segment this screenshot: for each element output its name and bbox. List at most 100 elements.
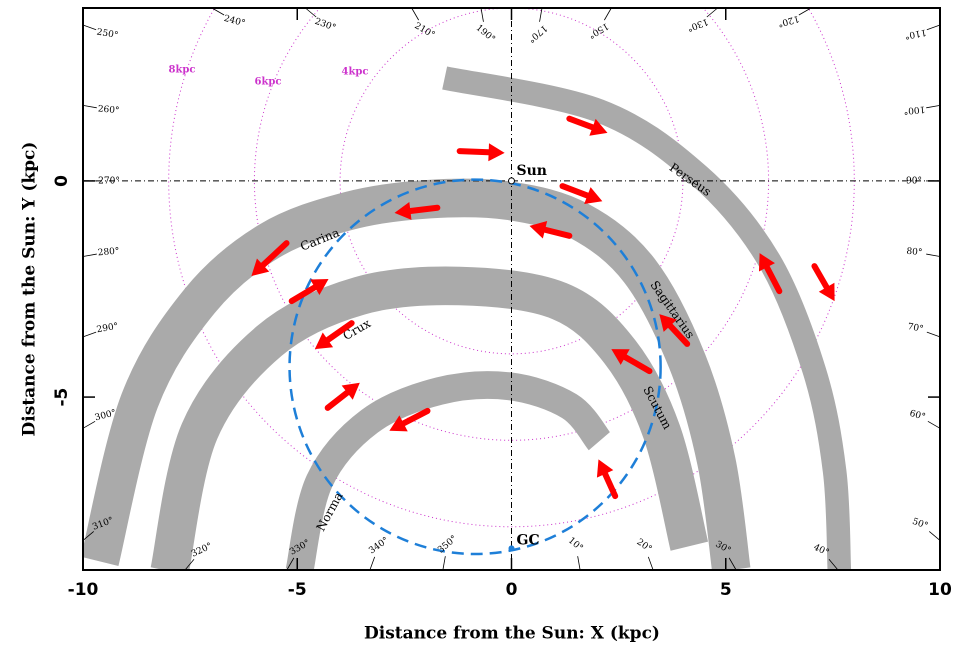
arrow-head — [758, 253, 775, 272]
spiral-arm — [285, 371, 611, 570]
arrow-head — [589, 118, 608, 136]
arrow-head — [584, 187, 603, 204]
y-tick-label: -5 — [52, 388, 72, 407]
longitude-label: 240° — [223, 14, 247, 29]
sun-marker — [508, 177, 515, 185]
longitude-tick — [184, 559, 195, 571]
velocity-arrow — [529, 221, 573, 239]
longitude-tick — [577, 556, 581, 571]
longitude-tick — [442, 556, 446, 571]
velocity-arrow — [324, 382, 360, 411]
velocity-arrow — [251, 240, 290, 277]
longitude-label: 80° — [906, 247, 923, 258]
longitude-tick — [798, 7, 812, 16]
velocity-arrow — [566, 115, 608, 136]
arrow-head — [529, 221, 548, 239]
longitude-label: 100° — [903, 103, 925, 115]
longitude-label: 290° — [96, 322, 119, 336]
arrow-shaft — [400, 407, 431, 427]
spiral-arm — [150, 266, 709, 570]
velocity-arrow — [811, 263, 835, 302]
arrow-shaft — [622, 354, 653, 375]
longitude-tick — [926, 253, 941, 257]
gc-marker — [508, 545, 515, 552]
longitude-tick — [369, 556, 376, 571]
arrow-shaft — [407, 204, 441, 214]
longitude-tick — [647, 556, 654, 571]
distance-label: 4kpc — [342, 67, 369, 78]
longitude-tick — [926, 331, 941, 338]
arrow-head — [659, 314, 677, 332]
arrow-head — [389, 415, 408, 432]
solar-circle — [288, 178, 662, 556]
arrow-shaft — [566, 115, 596, 131]
arrow-head — [596, 459, 614, 478]
velocity-arrow — [559, 183, 603, 204]
x-tick-label: -10 — [68, 580, 99, 600]
longitude-tick — [286, 557, 295, 571]
plot-area — [83, 8, 940, 570]
longitude-label: 10° — [566, 536, 585, 554]
longitude-label: 210° — [413, 21, 437, 41]
arrow-shaft — [763, 264, 783, 295]
longitude-tick — [411, 7, 420, 21]
arrow-shaft — [260, 240, 290, 269]
longitude-tick — [211, 7, 225, 16]
velocity-arrow — [758, 253, 783, 295]
longitude-tick — [926, 24, 941, 31]
longitude-tick — [728, 557, 737, 571]
x-tick-label: 5 — [720, 580, 732, 600]
arrow-head — [310, 279, 329, 295]
velocity-arrow — [596, 459, 619, 500]
x-tick-label: 0 — [506, 580, 518, 600]
velocity-arrow — [659, 314, 691, 347]
longitude-label: 90° — [906, 176, 922, 186]
velocity-arrow — [389, 407, 431, 432]
velocity-arrow — [288, 279, 329, 305]
longitude-label: 250° — [96, 28, 119, 42]
longitude-label: 230° — [313, 17, 337, 34]
spiral-arm — [442, 66, 852, 570]
arrow-shaft — [288, 284, 318, 305]
arrow-shaft — [324, 389, 351, 411]
longitude-tick — [480, 7, 484, 22]
longitude-tick — [305, 7, 317, 18]
longitude-label: 60° — [908, 409, 926, 423]
longitude-tick — [929, 531, 941, 541]
longitude-label: 340° — [367, 536, 391, 557]
longitude-label: 190° — [474, 23, 497, 45]
gc-label: GC — [517, 532, 540, 548]
arrow-shaft — [456, 148, 492, 156]
longitude-tick — [706, 7, 718, 18]
longitude-label: 260° — [97, 104, 119, 116]
longitude-tick — [82, 531, 94, 541]
longitude-label: 50° — [911, 517, 929, 532]
sun-label: Sun — [517, 163, 547, 179]
longitude-label: 20° — [635, 537, 654, 554]
spiral-arm — [83, 178, 751, 570]
longitude-tick — [82, 420, 96, 429]
velocity-arrow — [611, 349, 653, 375]
arrow-head — [488, 143, 505, 162]
longitude-label: 150° — [586, 20, 610, 40]
longitude-tick — [82, 104, 97, 109]
arrow-head — [251, 258, 270, 277]
longitude-label: 120° — [777, 13, 801, 28]
longitude-tick — [82, 24, 97, 31]
x-tick-label: 10 — [928, 580, 952, 600]
distance-label: 6kpc — [255, 77, 282, 88]
arrow-head — [611, 349, 630, 365]
longitude-tick — [926, 104, 941, 109]
y-axis-title: Distance from the Sun: Y (kpc) — [20, 142, 40, 437]
arrow-head — [818, 282, 835, 302]
longitude-label: 270° — [98, 176, 120, 186]
velocity-arrow — [314, 320, 355, 350]
arrow-head — [394, 202, 412, 220]
longitude-tick — [603, 7, 612, 21]
longitude-label: 170° — [526, 22, 549, 44]
longitude-tick — [539, 7, 543, 22]
distance-label: 8kpc — [169, 65, 196, 76]
longitude-label: 70° — [907, 322, 924, 335]
velocity-arrow — [456, 143, 505, 162]
